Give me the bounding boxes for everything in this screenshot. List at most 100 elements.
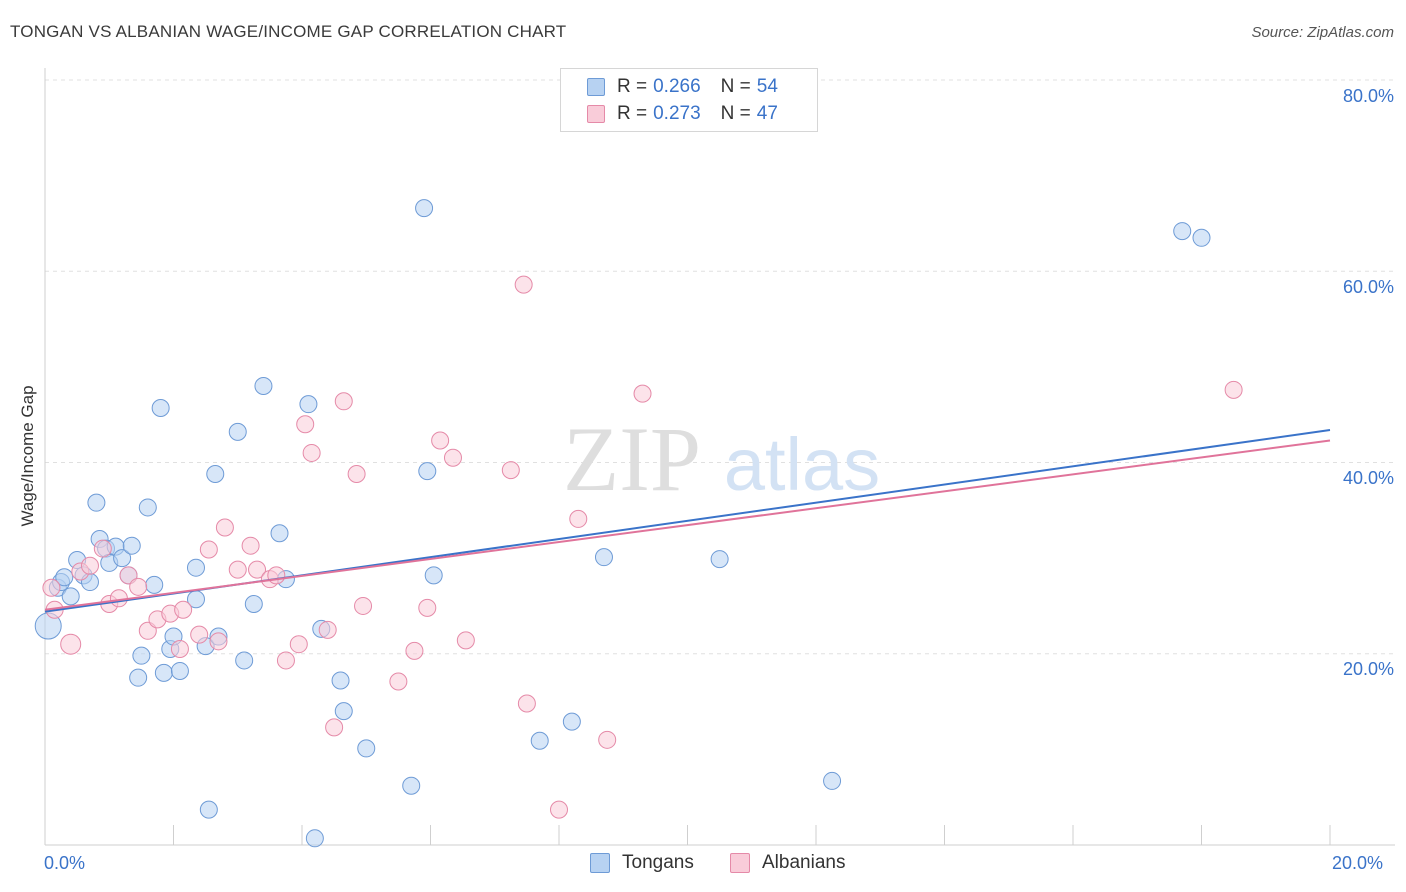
tongans-point	[594, 548, 613, 567]
tongans-point	[145, 575, 164, 594]
albanians-point	[209, 632, 228, 651]
tongans-point	[170, 661, 189, 680]
albanians-point	[80, 556, 99, 575]
legend-r-value: 0.273	[653, 103, 701, 124]
legend-swatch-blue	[587, 78, 605, 96]
albanians-point	[431, 431, 450, 450]
tongans-point	[299, 395, 318, 414]
legend-r-label: R =	[617, 103, 648, 124]
tongans-point	[270, 524, 289, 543]
albanians-point	[289, 635, 308, 654]
tongans-point	[710, 550, 729, 569]
albanians-point	[42, 578, 61, 597]
legend-swatch-pink	[587, 105, 605, 123]
albanians-point	[1224, 380, 1243, 399]
tongans-point	[113, 549, 132, 568]
albanians-point	[276, 651, 295, 670]
tongans-point	[1192, 228, 1211, 247]
tongans-point	[235, 651, 254, 670]
albanians-point	[550, 800, 568, 819]
watermark-atlas: atlas	[724, 423, 880, 506]
bottom-legend-label-tongans: Tongans	[622, 852, 694, 873]
tongans-point	[562, 712, 581, 731]
tongans-point	[415, 199, 434, 218]
bottom-legend-label-albanians: Albanians	[762, 852, 846, 873]
legend-row-albanians: R = 0.273 N = 47	[587, 101, 778, 127]
albanians-point	[598, 730, 617, 749]
albanians-point	[296, 415, 315, 434]
y-tick-label-80: 80.0%	[1342, 86, 1394, 106]
watermark: ZIP atlas	[563, 408, 880, 510]
stats-legend: R = 0.266 N = 54 R = 0.273 N = 47	[560, 68, 818, 132]
albanians-point	[405, 641, 424, 660]
bottom-legend-tongans: Tongans	[590, 852, 694, 874]
albanians-point	[267, 566, 286, 585]
albanians-trend-line	[44, 439, 1331, 611]
albanians-point	[456, 631, 475, 650]
albanians-point	[60, 633, 82, 655]
tongans-point	[402, 776, 421, 795]
tongans-point	[138, 498, 157, 517]
albanians-point	[501, 461, 520, 480]
chart-title: TONGAN VS ALBANIAN WAGE/INCOME GAP CORRE…	[10, 22, 567, 41]
x-tick-label-min: 0.0%	[44, 853, 86, 873]
albanians-point	[318, 620, 337, 639]
albanians-point	[569, 509, 588, 528]
tongans-point	[154, 663, 173, 682]
albanians-point	[354, 596, 373, 615]
tongans-point	[61, 587, 80, 606]
albanians-point	[443, 448, 462, 467]
albanians-point	[325, 718, 344, 737]
tongans-point	[199, 800, 218, 819]
tongans-point	[418, 462, 437, 481]
albanians-point	[241, 536, 260, 555]
albanians-point	[228, 560, 247, 579]
tongans-point	[186, 558, 205, 577]
trend-lines	[44, 428, 1331, 613]
tongans-point	[55, 568, 74, 587]
tongans-point	[254, 377, 273, 395]
tongans-point	[530, 731, 549, 750]
x-tick-label-max: 20.0%	[1332, 853, 1384, 873]
bottom-legend-swatch-blue	[590, 853, 610, 873]
albanians-point	[334, 392, 353, 411]
tongans-point	[122, 536, 141, 555]
albanians-point	[190, 625, 209, 644]
albanians-point	[138, 621, 157, 640]
data-points	[34, 199, 1243, 848]
albanians-point	[170, 639, 189, 658]
y-tick-label-60: 60.0%	[1342, 277, 1394, 297]
albanians-point	[248, 560, 267, 579]
albanians-point	[302, 443, 321, 462]
legend-row-tongans: R = 0.266 N = 54	[587, 74, 778, 100]
tongans-point	[151, 398, 170, 417]
tongans-point	[357, 739, 376, 758]
axes	[44, 68, 1395, 846]
albanians-point	[347, 464, 366, 483]
albanians-point	[514, 275, 533, 294]
albanians-point	[517, 694, 536, 713]
legend-r-label: R =	[617, 76, 648, 97]
tongans-point	[206, 464, 225, 483]
albanians-point	[389, 672, 408, 691]
bottom-legend-swatch-pink	[730, 853, 750, 873]
albanians-point	[418, 598, 437, 617]
albanians-point	[93, 539, 112, 558]
legend-r-value: 0.266	[653, 76, 701, 97]
tongans-point	[424, 566, 443, 585]
albanians-point	[119, 566, 138, 585]
legend-n-value: 54	[756, 76, 778, 97]
legend-n-label: N =	[720, 76, 751, 97]
y-tick-label-20: 20.0%	[1342, 659, 1394, 679]
tongans-point	[228, 422, 247, 441]
bottom-legend-albanians: Albanians	[730, 852, 845, 874]
albanians-point	[174, 600, 193, 619]
tongans-point	[305, 829, 324, 848]
tongans-point	[823, 771, 842, 790]
albanians-point	[633, 384, 652, 403]
albanians-point	[215, 518, 234, 537]
y-tick-label-40: 40.0%	[1342, 468, 1394, 488]
legend-n-value: 47	[756, 103, 778, 124]
tongans-point	[331, 671, 350, 690]
